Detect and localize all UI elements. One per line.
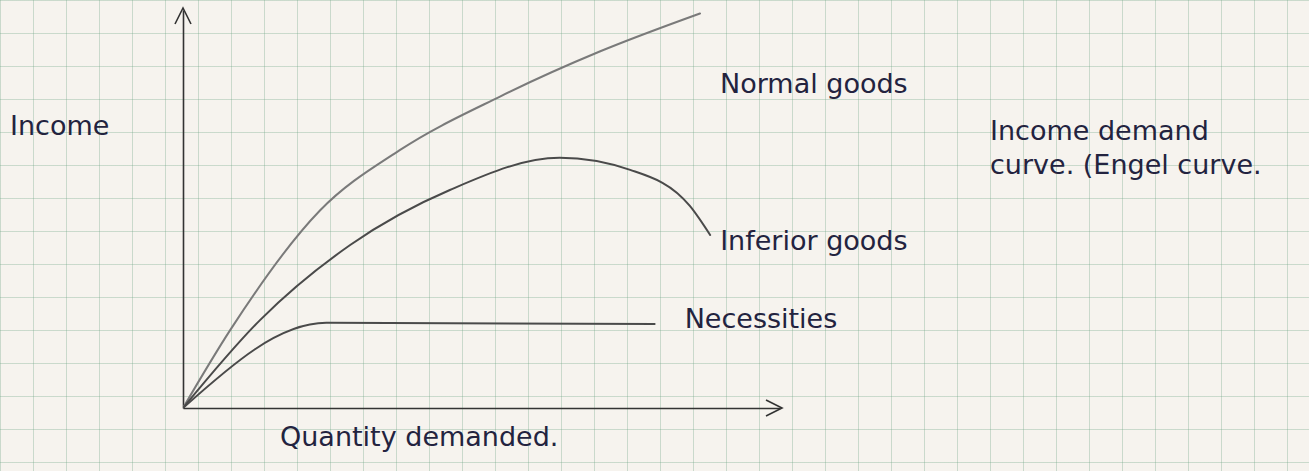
x-axis-title: Quantity demanded. bbox=[280, 421, 558, 452]
chart: Normal goods Inferior goods Necessities Inc… bbox=[0, 0, 1309, 471]
annotation-line: Income demand bbox=[990, 115, 1209, 146]
series-label: Normal goods bbox=[720, 68, 908, 99]
series-label: Inferior goods bbox=[720, 225, 907, 256]
curve bbox=[183, 323, 655, 408]
y-axis bbox=[183, 11, 184, 409]
x-axis bbox=[184, 408, 781, 409]
y-arrow bbox=[175, 8, 191, 24]
curve bbox=[183, 13, 700, 408]
plot-area bbox=[183, 13, 710, 408]
annotation-line: curve. (Engel curve. bbox=[990, 149, 1262, 180]
axis-line bbox=[183, 11, 185, 409]
series-label: Necessities bbox=[685, 303, 838, 334]
annotation: Income demandcurve. (Engel curve. bbox=[990, 115, 1262, 180]
axis-line bbox=[184, 408, 781, 410]
curve bbox=[183, 158, 710, 408]
x-arrow bbox=[766, 400, 782, 416]
y-axis-title: Income bbox=[10, 110, 109, 141]
